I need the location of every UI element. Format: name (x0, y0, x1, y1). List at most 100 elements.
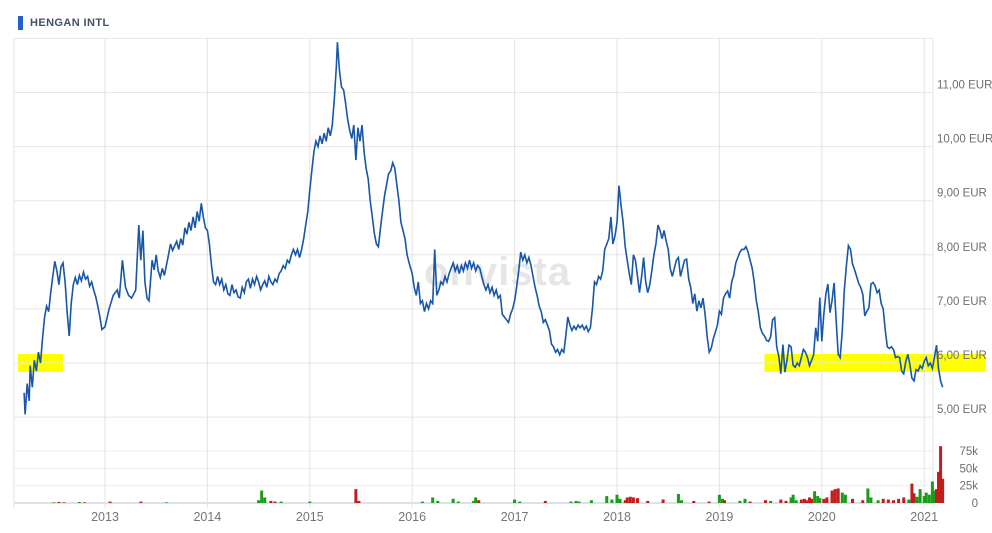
volume-bar (279, 501, 283, 503)
volume-bar (308, 501, 312, 503)
y-axis-tick-label: 6,00 EUR (937, 350, 987, 362)
volume-bar (692, 500, 696, 503)
volume-bar (818, 498, 822, 503)
legend: HENGAN INTL (18, 16, 110, 30)
volume-bar (825, 497, 829, 503)
x-axis-tick-label: 2021 (910, 510, 938, 524)
volume-bar (456, 501, 460, 503)
volume-bar (763, 500, 767, 503)
volume-bar (273, 501, 277, 503)
volume-bar (861, 500, 865, 503)
volume-bar (891, 500, 895, 503)
volume-bar (934, 489, 938, 503)
volume-bar (830, 490, 834, 503)
volume-tick-label: 50k (959, 463, 978, 475)
legend-series-name: HENGAN INTL (30, 17, 110, 29)
volume-bar (791, 494, 795, 503)
volume-bar (260, 490, 264, 503)
volume-bar (810, 498, 814, 503)
volume-bar (436, 500, 440, 503)
volume-bar (269, 500, 273, 503)
volume-bar (769, 500, 773, 503)
volume-bar (784, 500, 788, 503)
volume-bar (808, 497, 812, 503)
volume-tick-label: 0 (972, 498, 978, 510)
volume-bar (354, 489, 358, 503)
volume-bar (707, 501, 711, 503)
volume-bar (743, 498, 747, 503)
volume-bar (83, 502, 87, 503)
volume-bar (610, 499, 614, 503)
volume-bar (589, 500, 593, 503)
price-line (23, 42, 944, 415)
volume-bar (869, 497, 873, 503)
volume-bar (910, 483, 914, 503)
volume-bar (618, 498, 622, 503)
volume-bar (474, 497, 478, 503)
volume-bar (922, 496, 926, 503)
y-axis-tick-label: 9,00 EUR (937, 188, 987, 200)
volume-bar (263, 497, 267, 503)
volume-bar (52, 502, 56, 503)
volume-bar (836, 488, 840, 503)
volume-bar (577, 501, 581, 503)
volume-tick-label: 75k (959, 446, 978, 458)
x-axis-tick-label: 2017 (501, 510, 529, 524)
volume-bar (646, 500, 650, 503)
volume-bar (717, 494, 721, 503)
volume-bar (472, 500, 476, 503)
volume-bar (451, 498, 455, 503)
volume-bar (623, 500, 627, 503)
volume-bar (723, 500, 727, 503)
volume-bar (799, 499, 803, 503)
volume-bar (843, 494, 847, 503)
volume-bar (939, 446, 943, 503)
volume-bar (661, 499, 665, 503)
x-axis-tick-label: 2020 (808, 510, 836, 524)
volume-bar (794, 500, 798, 503)
volume-bar (897, 498, 901, 503)
x-axis-tick-label: 2019 (705, 510, 733, 524)
x-axis-tick-label: 2015 (296, 510, 324, 524)
volume-bar (720, 498, 724, 503)
volume-bar (108, 501, 112, 503)
volume-bar (941, 478, 945, 503)
volume-bar (932, 490, 936, 503)
volume-bar (77, 501, 81, 503)
y-axis-tick-label: 5,00 EUR (937, 404, 987, 416)
volume-bar (813, 491, 817, 503)
x-axis-tick-label: 2018 (603, 510, 631, 524)
volume-bar (513, 499, 517, 503)
volume-bar (628, 496, 632, 503)
volume-bar (804, 500, 808, 503)
volume-bar (569, 501, 573, 503)
x-axis-tick-label: 2016 (398, 510, 426, 524)
x-axis-tick-label: 2014 (193, 510, 221, 524)
volume-bar (605, 496, 609, 503)
volume-bar (62, 502, 66, 503)
volume-bar (802, 498, 806, 503)
volume-bar (748, 501, 752, 503)
onvista-watermark: onvista (424, 250, 572, 294)
volume-bar (924, 492, 928, 503)
volume-bar (574, 500, 578, 503)
volume-bar (907, 499, 911, 503)
volume-bar (477, 500, 481, 503)
volume-bar (886, 499, 890, 503)
volume-bar (912, 493, 916, 503)
volume-bar (257, 500, 261, 503)
volume-bar (789, 497, 793, 503)
volume-bar (680, 500, 684, 503)
volume-bar (851, 498, 855, 503)
volume-bar (816, 496, 820, 503)
volume-bar (543, 500, 547, 503)
x-axis-tick-label: 2013 (91, 510, 119, 524)
volume-bar (915, 496, 919, 503)
volume-bar (840, 492, 844, 503)
volume-bar (625, 497, 629, 503)
volume-bar (881, 498, 885, 503)
volume-bar (57, 501, 61, 503)
volume-bar (518, 501, 522, 503)
